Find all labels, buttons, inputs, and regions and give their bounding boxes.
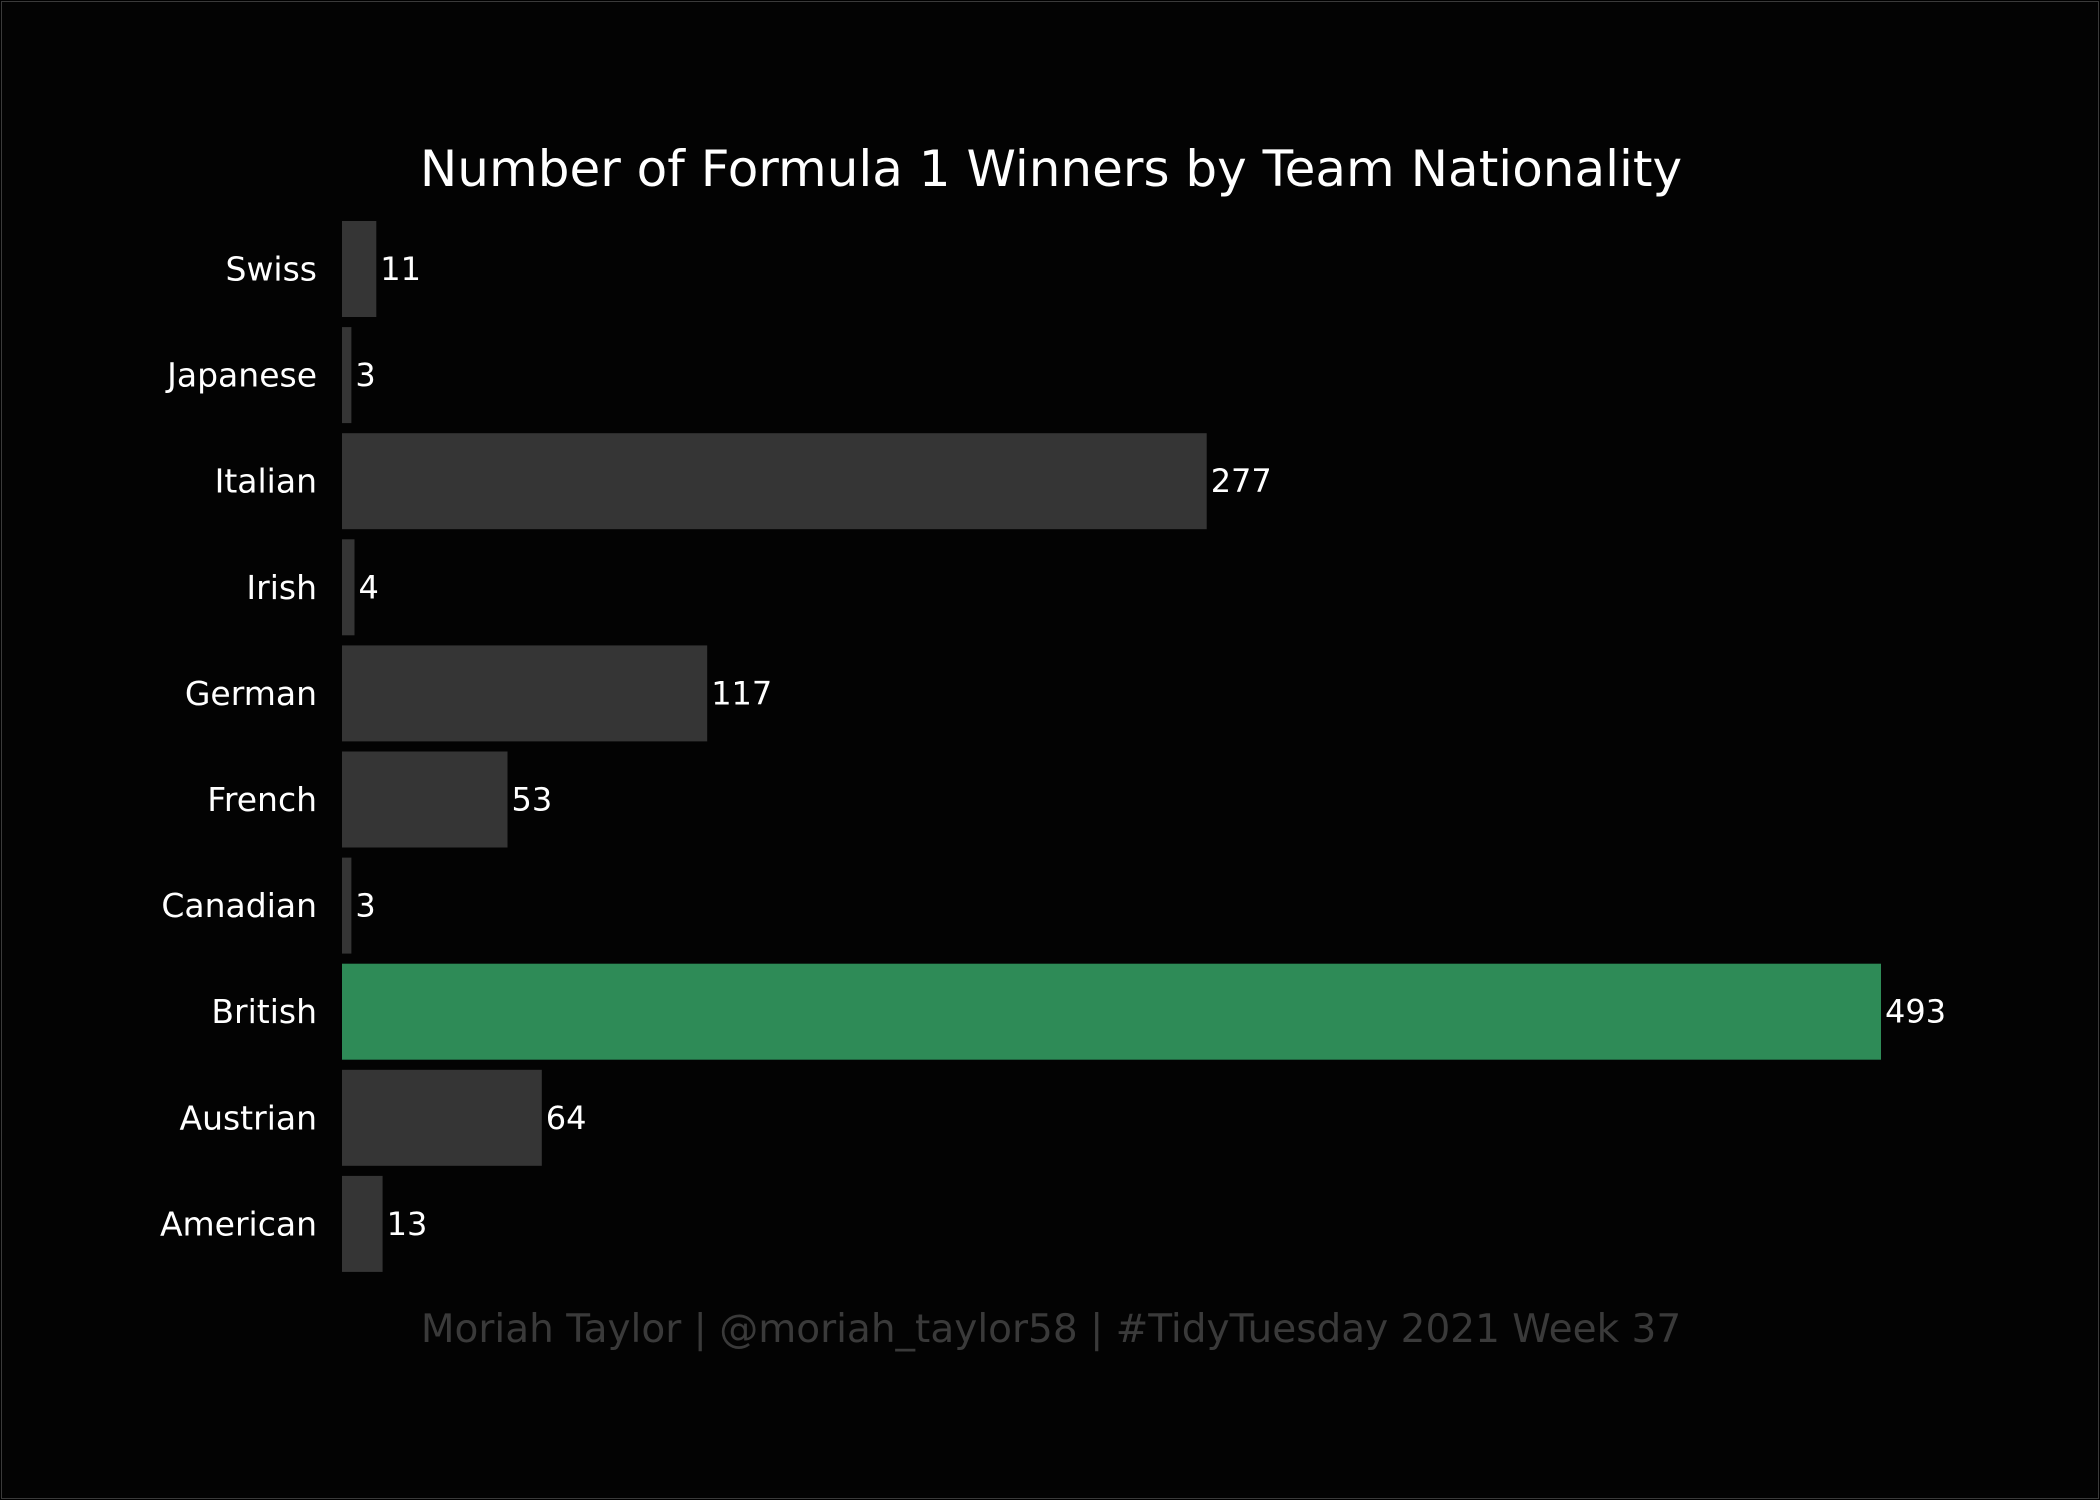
- bar-american: [342, 1175, 383, 1272]
- value-label-american: 13: [387, 1205, 428, 1243]
- bar-swiss: [342, 221, 377, 317]
- value-label-canadian: 3: [355, 887, 375, 925]
- value-label-austrian: 64: [546, 1099, 587, 1137]
- value-label-british: 493: [1885, 993, 1946, 1031]
- value-label-irish: 4: [359, 568, 379, 606]
- category-label-italian: Italian: [215, 462, 317, 501]
- bar-italian: [342, 433, 1207, 530]
- category-label-british: British: [211, 992, 317, 1031]
- category-label-swiss: Swiss: [226, 250, 318, 289]
- bars-layer: [342, 221, 1881, 1272]
- category-label-austrian: Austrian: [180, 1098, 318, 1137]
- value-label-japanese: 3: [355, 356, 375, 394]
- bar-british: [342, 963, 1881, 1060]
- category-label-german: German: [185, 674, 317, 713]
- chart-title: Number of Formula 1 Winners by Team Nati…: [420, 140, 1682, 198]
- category-labels: Swiss Japanese Italian Irish German French Can…: [160, 250, 317, 1244]
- bar-french: [342, 751, 508, 848]
- value-label-italian: 277: [1211, 462, 1272, 500]
- category-label-canadian: Canadian: [161, 886, 317, 925]
- bar-austrian: [342, 1069, 542, 1166]
- category-label-japanese: Japanese: [165, 356, 317, 395]
- bar-japanese: [342, 327, 352, 424]
- bar-canadian: [342, 857, 352, 954]
- value-label-swiss: 11: [380, 250, 421, 288]
- chart-caption: Moriah Taylor | @moriah_taylor58 | #Tidy…: [421, 1307, 1681, 1352]
- category-label-french: French: [207, 780, 317, 819]
- value-labels: 11 3 277 4 117 53 3 493 64 13: [355, 250, 1946, 1243]
- bar-irish: [342, 539, 355, 636]
- bar-german: [342, 645, 708, 742]
- value-label-french: 53: [512, 781, 553, 819]
- category-label-irish: Irish: [246, 568, 317, 607]
- category-label-american: American: [160, 1204, 317, 1243]
- value-label-german: 117: [711, 674, 772, 712]
